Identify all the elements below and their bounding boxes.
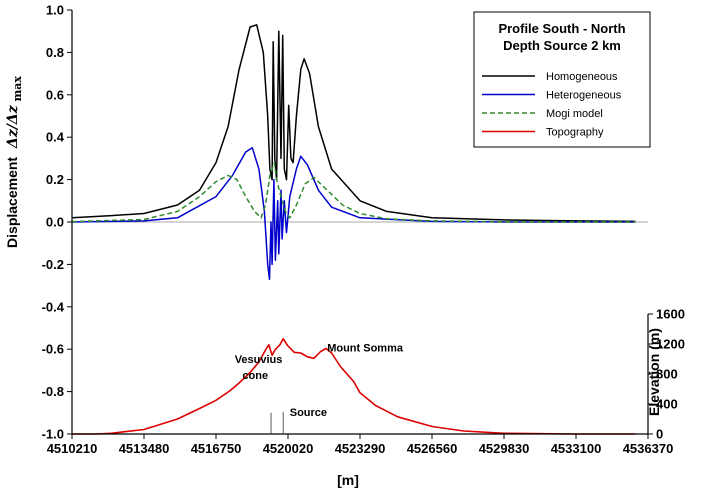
x-tick-label: 4513480 (119, 441, 170, 456)
x-tick-label: 4510210 (47, 441, 98, 456)
y-tick-label: 0.0 (46, 215, 64, 230)
x-axis-title: [m] (337, 472, 359, 488)
y-tick-label: -0.8 (42, 384, 64, 399)
legend-title-line-1: Profile South - North (498, 21, 625, 36)
annotation-vesuvius: Vesuvius (235, 354, 283, 366)
legend-label-heterogeneous: Heterogeneous (546, 90, 622, 102)
x-tick-label: 4520020 (263, 441, 314, 456)
x-tick-label: 4533100 (551, 441, 602, 456)
legend-label-topography: Topography (546, 127, 604, 139)
series-line-heterogeneous (71, 147, 636, 280)
series-line-topography (72, 338, 636, 435)
y-axis-title-word: Displacement (4, 157, 20, 248)
y-tick-label: 1.0 (46, 3, 64, 18)
y-tick-label: -0.2 (42, 257, 64, 272)
x-tick-label: 4516750 (191, 441, 242, 456)
x-tick-label: 4523290 (335, 441, 386, 456)
series-line-homogeneous (71, 24, 636, 223)
svg-text:Displacement Δz/Δz: Displacement Δz/Δz max (4, 76, 24, 248)
x-tick-label: 4536370 (623, 441, 674, 456)
y-tick-label: 0.2 (46, 172, 64, 187)
y-tick-label: 0.8 (46, 45, 64, 60)
y-tick-label: 0.6 (46, 87, 64, 102)
legend-title-line-2: Depth Source 2 km (503, 38, 621, 53)
annotation-mount-somma: Mount Somma (327, 342, 404, 354)
y2-tick-label: 0 (656, 427, 663, 442)
y-tick-label: -0.6 (42, 342, 64, 357)
y2-tick-label: 1600 (656, 307, 685, 322)
y-tick-label: 0.4 (46, 130, 65, 145)
ticks-layer: 4510210 4513480 4516750 4520020 4523290 45265… (42, 3, 685, 457)
y-axis-title-math: Δz/Δz (5, 104, 21, 149)
annotation-cone: cone (242, 370, 268, 382)
x-tick-label: 4526560 (407, 441, 458, 456)
y-axis-title-subscript: max (11, 76, 24, 102)
annotation-source: Source (290, 407, 327, 419)
legend: Profile South - North Depth Source 2 km … (473, 11, 651, 148)
y2-tick-label: 400 (656, 397, 678, 412)
annotations-layer: Vesuvius cone Mount Somma Source (235, 342, 404, 434)
y2-tick-label: 1200 (656, 337, 685, 352)
series-line-mogi-model (71, 161, 636, 223)
x-tick-label: 4529830 (479, 441, 530, 456)
y-axis-title: Displacement Δz/Δz max (4, 76, 24, 248)
legend-label-homogeneous: Homogeneous (546, 71, 618, 83)
y2-axis-title: Elevation (m) (646, 328, 662, 416)
y-tick-label: -1.0 (42, 427, 64, 442)
y-tick-label: -0.4 (42, 299, 65, 314)
legend-label-mogi-model: Mogi model (546, 108, 603, 120)
series-layer (71, 24, 636, 435)
y2-tick-label: 800 (656, 367, 678, 382)
legend-box (473, 11, 651, 148)
